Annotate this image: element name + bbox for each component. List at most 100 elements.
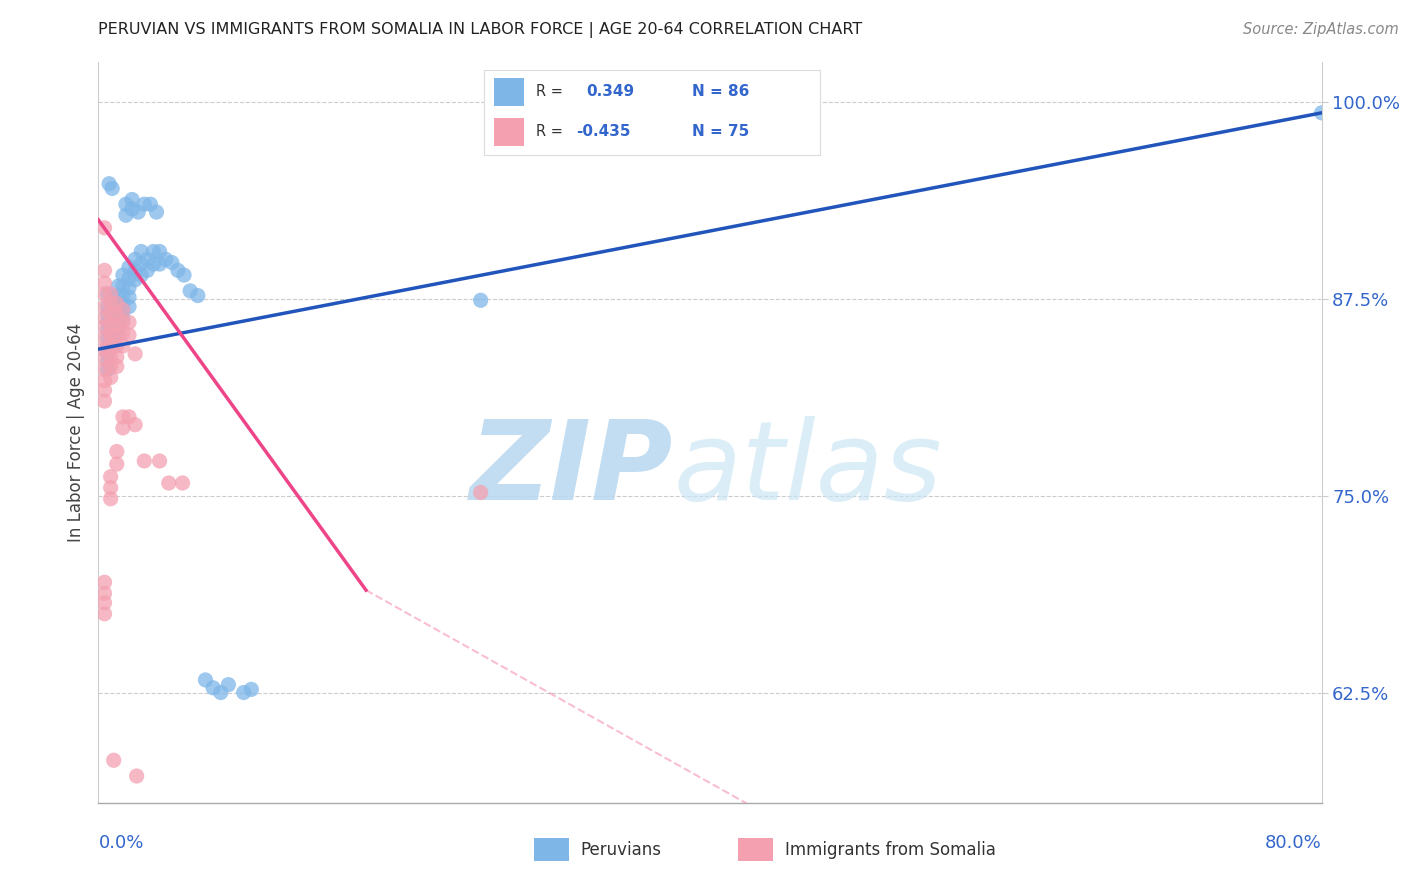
Point xyxy=(107,288,129,302)
Point xyxy=(134,197,156,211)
Point xyxy=(93,220,115,235)
Point xyxy=(129,268,152,282)
Point xyxy=(97,347,120,361)
Point xyxy=(118,409,141,424)
Point xyxy=(470,485,492,500)
Point xyxy=(129,244,152,259)
Point xyxy=(93,586,115,600)
Point xyxy=(93,351,115,366)
Point xyxy=(614,106,637,120)
Point xyxy=(136,263,159,277)
Point xyxy=(124,252,146,267)
Point xyxy=(111,339,134,353)
Point xyxy=(142,244,165,259)
Point xyxy=(111,268,134,282)
Point xyxy=(105,339,128,353)
Point xyxy=(127,205,149,219)
Point xyxy=(93,320,115,334)
Point xyxy=(105,444,128,458)
Text: atlas: atlas xyxy=(673,417,942,523)
Point xyxy=(125,769,148,783)
Point xyxy=(93,342,115,356)
Point xyxy=(93,287,115,301)
Text: Peruvians: Peruvians xyxy=(581,840,662,859)
Point xyxy=(105,318,128,333)
Point xyxy=(100,339,122,353)
Point xyxy=(97,355,120,369)
Point xyxy=(136,252,159,267)
Point xyxy=(93,276,115,290)
Point xyxy=(100,469,122,483)
Point xyxy=(103,315,125,329)
Point xyxy=(100,481,122,495)
Point xyxy=(111,315,134,329)
Point xyxy=(121,202,143,216)
Point xyxy=(202,681,225,695)
Point xyxy=(97,323,120,337)
Point xyxy=(129,257,152,271)
Point xyxy=(93,596,115,610)
Point xyxy=(111,312,134,326)
Point xyxy=(160,255,183,269)
Point xyxy=(107,304,129,318)
Point xyxy=(187,288,209,302)
Text: Source: ZipAtlas.com: Source: ZipAtlas.com xyxy=(1243,22,1399,37)
Point xyxy=(97,331,120,345)
Point xyxy=(149,454,172,468)
Point xyxy=(111,302,134,317)
Point xyxy=(107,279,129,293)
Text: ZIP: ZIP xyxy=(470,417,673,523)
Point xyxy=(217,678,239,692)
Point xyxy=(103,331,125,345)
Point xyxy=(97,308,120,322)
Point xyxy=(100,328,122,343)
Point xyxy=(107,296,129,310)
Point xyxy=(93,607,115,621)
Point xyxy=(93,310,115,325)
Point xyxy=(103,339,125,353)
Point xyxy=(97,300,120,314)
Y-axis label: In Labor Force | Age 20-64: In Labor Force | Age 20-64 xyxy=(66,323,84,542)
Point xyxy=(111,409,134,424)
Point xyxy=(97,287,120,301)
Point xyxy=(124,347,146,361)
Text: 0.0%: 0.0% xyxy=(98,834,143,852)
Point xyxy=(194,673,217,687)
Point xyxy=(111,304,134,318)
Point xyxy=(134,454,156,468)
Point xyxy=(105,308,128,322)
Point xyxy=(100,350,122,364)
Point xyxy=(93,331,115,345)
Point xyxy=(111,296,134,310)
Point xyxy=(167,263,190,277)
Point xyxy=(97,315,120,329)
Point xyxy=(111,326,134,341)
Point xyxy=(118,328,141,343)
Point xyxy=(179,284,201,298)
Point xyxy=(103,308,125,322)
Point xyxy=(103,323,125,337)
Point xyxy=(97,362,120,376)
Point xyxy=(101,181,124,195)
Point xyxy=(93,383,115,397)
Point xyxy=(98,177,121,191)
Point xyxy=(118,271,141,285)
Text: 80.0%: 80.0% xyxy=(1265,834,1322,852)
Point xyxy=(118,281,141,295)
Point xyxy=(209,685,232,699)
Point xyxy=(1310,106,1333,120)
Point xyxy=(118,300,141,314)
Point xyxy=(103,300,125,314)
Point xyxy=(470,293,492,308)
Point xyxy=(118,315,141,329)
Point xyxy=(111,288,134,302)
Point xyxy=(100,287,122,301)
Point xyxy=(124,273,146,287)
Point xyxy=(149,257,172,271)
Point xyxy=(93,374,115,388)
Point xyxy=(97,339,120,353)
Point xyxy=(93,362,115,376)
Point xyxy=(111,279,134,293)
Point xyxy=(100,308,122,322)
Point xyxy=(100,370,122,384)
